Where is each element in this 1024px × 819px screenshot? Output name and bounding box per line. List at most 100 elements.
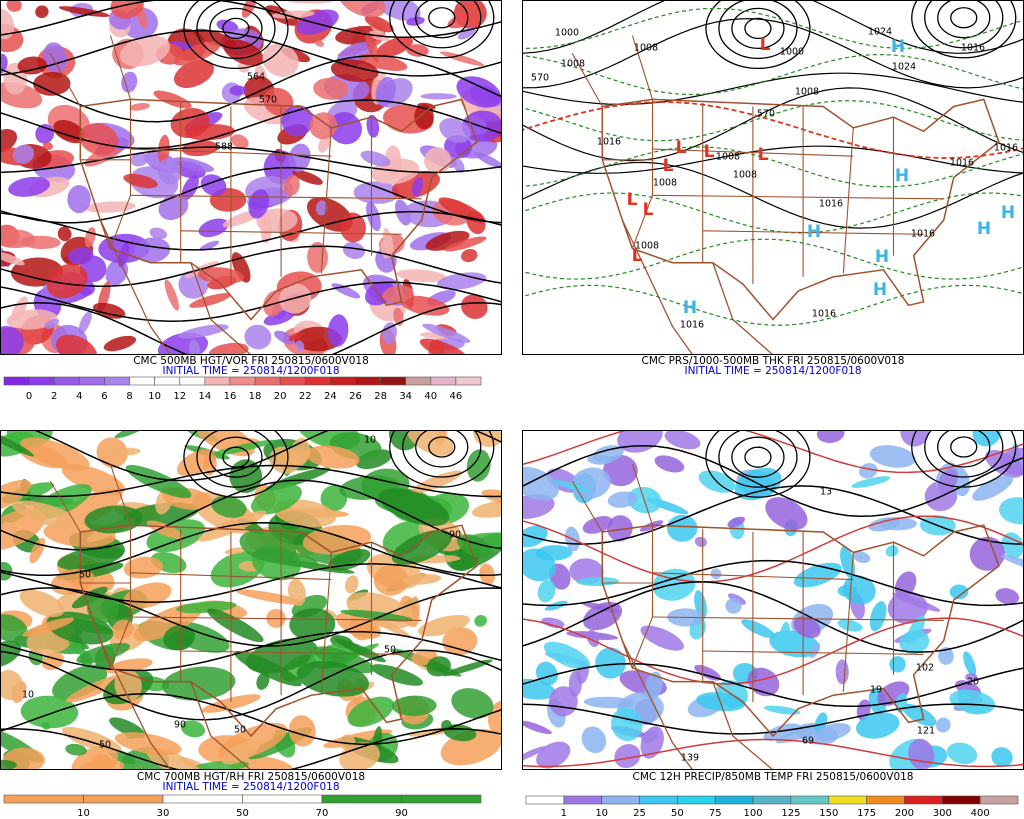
contour-line bbox=[0, 99, 502, 150]
field-shade bbox=[451, 688, 494, 719]
field-shade bbox=[457, 27, 476, 40]
field-shade bbox=[603, 454, 638, 487]
contour-ring bbox=[196, 0, 276, 60]
colorbar-swatch bbox=[752, 795, 792, 805]
field-shade bbox=[816, 430, 845, 443]
field-shade bbox=[426, 656, 451, 677]
contour-ring bbox=[705, 430, 811, 498]
field-shade bbox=[207, 608, 264, 643]
field-shade bbox=[239, 530, 297, 563]
contour-line bbox=[0, 587, 502, 647]
state-border bbox=[320, 127, 332, 274]
colorbar-swatch bbox=[28, 376, 55, 386]
field-shade bbox=[129, 102, 150, 111]
field-shade bbox=[20, 437, 90, 471]
field-shade bbox=[96, 437, 128, 468]
colorbar-label: 90 bbox=[395, 808, 408, 819]
field-shade bbox=[366, 201, 381, 232]
state-border bbox=[842, 552, 854, 692]
field-shade bbox=[611, 707, 643, 742]
colorbar-label: 50 bbox=[236, 808, 249, 819]
field-shade bbox=[335, 638, 386, 663]
colorbar-swatch bbox=[979, 795, 1019, 805]
contour-label: 13 bbox=[820, 487, 832, 498]
field-shade bbox=[0, 326, 24, 355]
pressure-center: L bbox=[704, 142, 715, 162]
field-shade bbox=[22, 617, 75, 637]
field-shade bbox=[274, 330, 296, 345]
contour-ring bbox=[428, 436, 456, 458]
colorbar-swatch bbox=[79, 376, 105, 386]
field-shade bbox=[0, 479, 32, 514]
colorbar-swatch bbox=[866, 795, 905, 805]
contour-line bbox=[0, 649, 502, 721]
field-shade bbox=[442, 659, 493, 677]
field-shade bbox=[315, 200, 328, 216]
colorbar-swatch bbox=[154, 376, 181, 386]
pressure-center: H bbox=[895, 166, 909, 186]
contour-label: 1008 bbox=[716, 152, 740, 163]
field-shade bbox=[305, 445, 360, 469]
contour-line bbox=[0, 630, 502, 672]
field-shade bbox=[576, 576, 620, 587]
field-shade bbox=[382, 322, 397, 344]
field-shade bbox=[949, 584, 969, 600]
contour-ring bbox=[196, 430, 276, 488]
field-shade bbox=[654, 455, 685, 473]
field-shade bbox=[419, 338, 469, 355]
contour-line bbox=[522, 18, 1024, 89]
coastline bbox=[712, 681, 774, 770]
colorbar-swatch bbox=[430, 376, 457, 386]
field-shade bbox=[382, 285, 414, 303]
field-shade bbox=[17, 56, 47, 75]
field-shade bbox=[374, 0, 421, 21]
contour-label: 1024 bbox=[868, 27, 892, 38]
map-area: 10 50 90 50 10 50 90 50 bbox=[0, 430, 502, 770]
field-shade bbox=[65, 743, 87, 756]
field-shade bbox=[330, 59, 379, 82]
field-shade bbox=[118, 242, 130, 268]
colorbar-swatch bbox=[229, 376, 256, 386]
state-border bbox=[180, 650, 402, 655]
contour-ring bbox=[222, 17, 250, 40]
field-shade bbox=[189, 293, 232, 308]
colorbar-swatch bbox=[53, 376, 80, 386]
field-shade bbox=[71, 586, 108, 609]
pressure-center: L bbox=[643, 200, 654, 220]
map-background bbox=[522, 0, 1024, 355]
field-shade bbox=[123, 173, 158, 189]
contour-ring bbox=[222, 446, 250, 468]
field-shade bbox=[57, 546, 124, 570]
contour-label: 50 bbox=[384, 645, 396, 656]
colorbar-swatch bbox=[601, 795, 640, 805]
colorbar: 10 30 50 70 90 bbox=[3, 794, 482, 819]
contour-label: 1016 bbox=[819, 199, 843, 210]
field-shade bbox=[347, 696, 394, 727]
colorbar-swatch bbox=[563, 795, 602, 805]
field-shade bbox=[216, 19, 239, 33]
colorbar-swatch bbox=[83, 794, 164, 804]
contour-ring bbox=[744, 17, 772, 40]
field-shade bbox=[20, 695, 79, 729]
field-shade bbox=[436, 272, 487, 290]
field-shade bbox=[327, 314, 349, 347]
field-shade bbox=[221, 740, 260, 765]
field-shade bbox=[894, 571, 917, 598]
contour-label: 1016 bbox=[812, 309, 836, 320]
state-border bbox=[180, 230, 402, 235]
contour-label: 20 bbox=[967, 677, 979, 688]
field-shade bbox=[0, 8, 15, 40]
field-shade bbox=[900, 430, 929, 447]
contour-label: 121 bbox=[917, 726, 935, 737]
field-shade bbox=[444, 236, 487, 252]
field-shade bbox=[710, 568, 722, 580]
contour-ring bbox=[183, 0, 289, 70]
field-shade bbox=[543, 641, 591, 670]
field-shade bbox=[164, 279, 179, 311]
field-shade bbox=[201, 694, 261, 713]
map-panel: 564 570 588 CMC 500MB HGT/VOR FRI 250815/06… bbox=[0, 0, 502, 377]
contour-ring bbox=[911, 430, 1017, 488]
field-shade bbox=[425, 230, 470, 251]
field-shade bbox=[1001, 532, 1024, 559]
